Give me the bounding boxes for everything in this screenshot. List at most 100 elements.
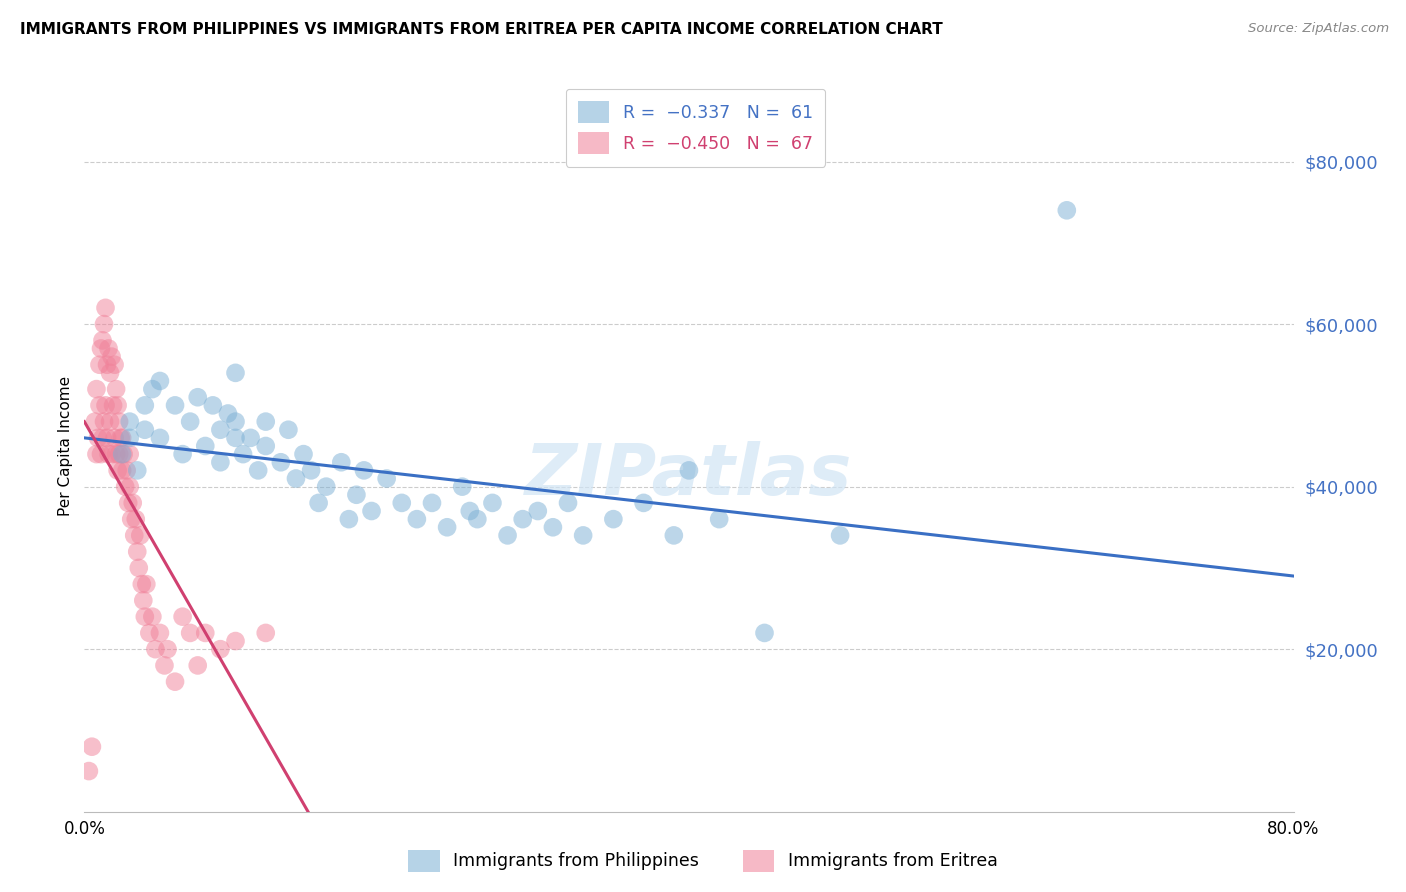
- Point: [96, 431, 118, 445]
- Point: [187, 658, 209, 673]
- Point: [346, 488, 368, 502]
- Point: [179, 415, 201, 429]
- Point: [360, 504, 382, 518]
- Point: [104, 358, 127, 372]
- Text: IMMIGRANTS FROM PHILIPPINES VS IMMIGRANTS FROM ERITREA PER CAPITA INCOME CORRELA: IMMIGRANTS FROM PHILIPPINES VS IMMIGRANT…: [20, 22, 942, 37]
- Point: [209, 642, 232, 657]
- Point: [134, 398, 156, 412]
- Point: [254, 415, 277, 429]
- Point: [90, 447, 112, 461]
- Point: [254, 626, 277, 640]
- Point: [496, 528, 519, 542]
- Point: [141, 382, 163, 396]
- Point: [156, 642, 179, 657]
- Point: [172, 447, 194, 461]
- Point: [118, 480, 141, 494]
- Point: [111, 447, 134, 461]
- Point: [436, 520, 458, 534]
- Point: [104, 431, 127, 445]
- Point: [91, 334, 114, 348]
- Point: [149, 374, 172, 388]
- Point: [337, 512, 360, 526]
- Point: [420, 496, 443, 510]
- Point: [93, 415, 115, 429]
- Point: [141, 609, 163, 624]
- Text: Source: ZipAtlas.com: Source: ZipAtlas.com: [1249, 22, 1389, 36]
- Point: [129, 528, 152, 542]
- Point: [80, 739, 103, 754]
- Point: [118, 447, 141, 461]
- Point: [557, 496, 579, 510]
- Point: [107, 398, 129, 412]
- Point: [633, 496, 655, 510]
- Point: [315, 480, 337, 494]
- Point: [77, 764, 100, 778]
- Point: [194, 626, 217, 640]
- Point: [254, 439, 277, 453]
- Point: [89, 398, 111, 412]
- Y-axis label: Per Capita Income: Per Capita Income: [58, 376, 73, 516]
- Point: [145, 642, 167, 657]
- Point: [201, 398, 224, 412]
- Point: [391, 496, 413, 510]
- Point: [97, 342, 120, 356]
- Point: [121, 496, 143, 510]
- Point: [112, 447, 135, 461]
- Point: [101, 398, 124, 412]
- Point: [754, 626, 776, 640]
- Point: [1056, 203, 1078, 218]
- Point: [90, 342, 112, 356]
- Point: [165, 674, 187, 689]
- Point: [111, 431, 134, 445]
- Point: [127, 463, 149, 477]
- Point: [225, 634, 247, 648]
- Point: [451, 480, 474, 494]
- Point: [135, 577, 157, 591]
- Point: [97, 447, 120, 461]
- Point: [541, 520, 564, 534]
- Point: [117, 496, 139, 510]
- Point: [239, 431, 262, 445]
- Point: [458, 504, 481, 518]
- Point: [270, 455, 292, 469]
- Point: [172, 609, 194, 624]
- Point: [86, 382, 108, 396]
- Point: [100, 447, 122, 461]
- Point: [127, 544, 149, 558]
- Legend: R =  −0.337   N =  61, R =  −0.450   N =  67: R = −0.337 N = 61, R = −0.450 N = 67: [565, 89, 825, 167]
- Point: [187, 390, 209, 404]
- Point: [110, 431, 132, 445]
- Point: [149, 431, 172, 445]
- Point: [285, 471, 308, 485]
- Point: [512, 512, 534, 526]
- Point: [277, 423, 299, 437]
- Point: [153, 658, 176, 673]
- Point: [662, 528, 685, 542]
- Point: [134, 423, 156, 437]
- Point: [678, 463, 700, 477]
- Point: [375, 471, 398, 485]
- Point: [481, 496, 503, 510]
- Point: [134, 609, 156, 624]
- Point: [98, 366, 121, 380]
- Point: [149, 626, 172, 640]
- Point: [225, 415, 247, 429]
- Point: [94, 398, 117, 412]
- Point: [709, 512, 731, 526]
- Point: [179, 626, 201, 640]
- Point: [572, 528, 595, 542]
- Point: [131, 577, 153, 591]
- Point: [114, 480, 136, 494]
- Point: [107, 463, 129, 477]
- Point: [132, 593, 155, 607]
- Point: [292, 447, 315, 461]
- Point: [100, 350, 122, 364]
- Point: [128, 561, 150, 575]
- Point: [209, 455, 232, 469]
- Point: [232, 447, 254, 461]
- Point: [86, 447, 108, 461]
- Point: [138, 626, 160, 640]
- Point: [122, 528, 145, 542]
- Point: [467, 512, 489, 526]
- Point: [118, 431, 141, 445]
